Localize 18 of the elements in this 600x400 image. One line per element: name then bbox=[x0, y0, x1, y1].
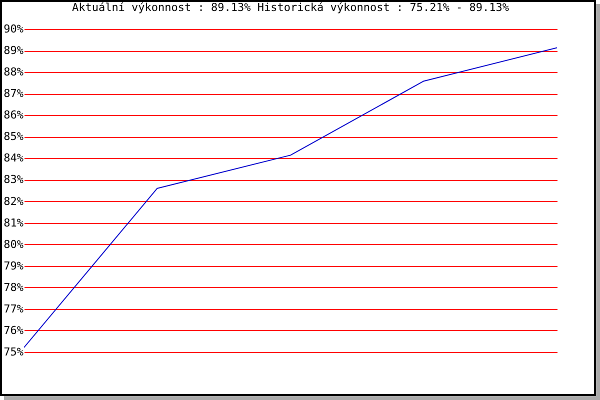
line-series bbox=[24, 47, 557, 348]
y-tick-label: 75% bbox=[4, 346, 24, 358]
y-tick-label: 84% bbox=[4, 152, 24, 165]
y-tick-label: 81% bbox=[4, 216, 24, 230]
chart-title: Aktuální výkonnost : 89.13% Historická výkonnost : 75.21% - 89.13% bbox=[72, 1, 510, 14]
y-tick-label: 87% bbox=[4, 87, 24, 100]
y-tick-label: 77% bbox=[4, 302, 24, 316]
y-tick-label: 78% bbox=[4, 280, 24, 294]
y-tick-label: 76% bbox=[4, 324, 24, 337]
y-tick-label: 88% bbox=[4, 66, 24, 79]
y-tick-label: 83% bbox=[4, 173, 24, 186]
y-tick-label: 86% bbox=[4, 108, 24, 122]
y-tick-label: 89% bbox=[4, 44, 24, 58]
y-tick-label: 80% bbox=[4, 238, 24, 251]
y-tick-label: 90% bbox=[4, 22, 24, 36]
y-tick-label: 82% bbox=[4, 194, 24, 208]
y-tick-label: 79% bbox=[4, 259, 24, 272]
y-tick-label: 85% bbox=[4, 130, 24, 144]
